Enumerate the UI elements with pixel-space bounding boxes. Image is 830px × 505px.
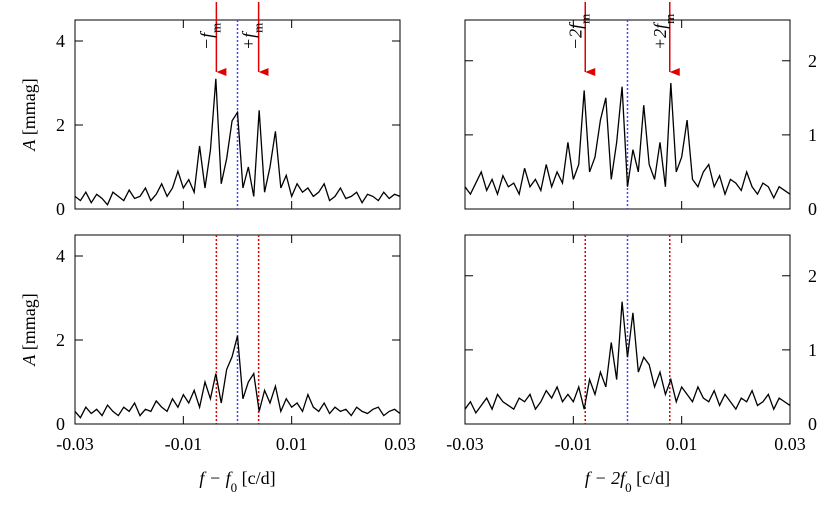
x-tick-label: -0.01	[165, 434, 203, 454]
sideband-label-part: m	[577, 14, 592, 24]
x-axis-label-part: [c/d]	[237, 468, 275, 488]
sideband-label-part: m	[208, 23, 223, 33]
x-tick-label: 0.01	[276, 434, 308, 454]
y-axis-label-part: A	[19, 354, 39, 367]
spectrum-line	[464, 82, 791, 200]
y-axis-label-part: [mmag]	[19, 78, 39, 139]
x-tick-label: -0.03	[56, 434, 94, 454]
sideband-label-part: −2f	[565, 21, 585, 50]
y-tick-label: 2	[808, 266, 817, 286]
y-tick-label: 0	[808, 414, 817, 434]
spectrum-line	[464, 301, 791, 415]
x-axis-label-part: 0	[231, 480, 238, 495]
y-tick-label: 1	[808, 125, 817, 145]
sideband-label-part: +f	[239, 30, 259, 50]
y-tick-label: 2	[56, 330, 65, 350]
y-axis-label: A [mmag]	[19, 78, 39, 151]
sideband-label: −fm	[196, 23, 223, 50]
sideband-label: +2fm	[650, 14, 677, 50]
y-tick-label: 0	[56, 199, 65, 219]
y-tick-label: 2	[56, 115, 65, 135]
sideband-label-part: +2f	[650, 21, 670, 50]
sideband-label-part: m	[661, 14, 676, 24]
spectrum-line	[74, 78, 401, 207]
sideband-label-part: m	[250, 23, 265, 33]
y-tick-label: 0	[56, 414, 65, 434]
sideband-label: −2fm	[565, 14, 592, 50]
x-axis-label-part: − f	[204, 468, 233, 488]
sideband-label: +fm	[239, 23, 266, 50]
x-axis-label-part: f	[199, 468, 207, 488]
x-axis-label-part: [c/d]	[632, 468, 670, 488]
x-tick-label: 0.03	[774, 434, 806, 454]
x-tick-label: 0.03	[384, 434, 416, 454]
x-axis-label-part: f	[585, 468, 593, 488]
y-tick-label: 0	[808, 199, 817, 219]
y-tick-label: 1	[808, 340, 817, 360]
x-axis-label: f − f0 [c/d]	[199, 468, 275, 495]
x-tick-label: -0.01	[555, 434, 593, 454]
y-axis-label: A [mmag]	[19, 293, 39, 366]
y-tick-label: 4	[56, 246, 65, 266]
x-tick-label: -0.03	[446, 434, 484, 454]
x-axis-label-part: − 2f	[590, 468, 628, 488]
x-tick-label: 0.01	[666, 434, 698, 454]
y-tick-label: 2	[808, 51, 817, 71]
spectrum-line	[74, 335, 401, 419]
y-axis-label-part: A	[19, 139, 39, 152]
x-axis-label-part: 0	[625, 480, 632, 495]
y-tick-label: 4	[56, 31, 65, 51]
y-axis-label-part: [mmag]	[19, 293, 39, 354]
sideband-label-part: −f	[196, 30, 216, 50]
x-axis-label: f − 2f0 [c/d]	[585, 468, 670, 495]
